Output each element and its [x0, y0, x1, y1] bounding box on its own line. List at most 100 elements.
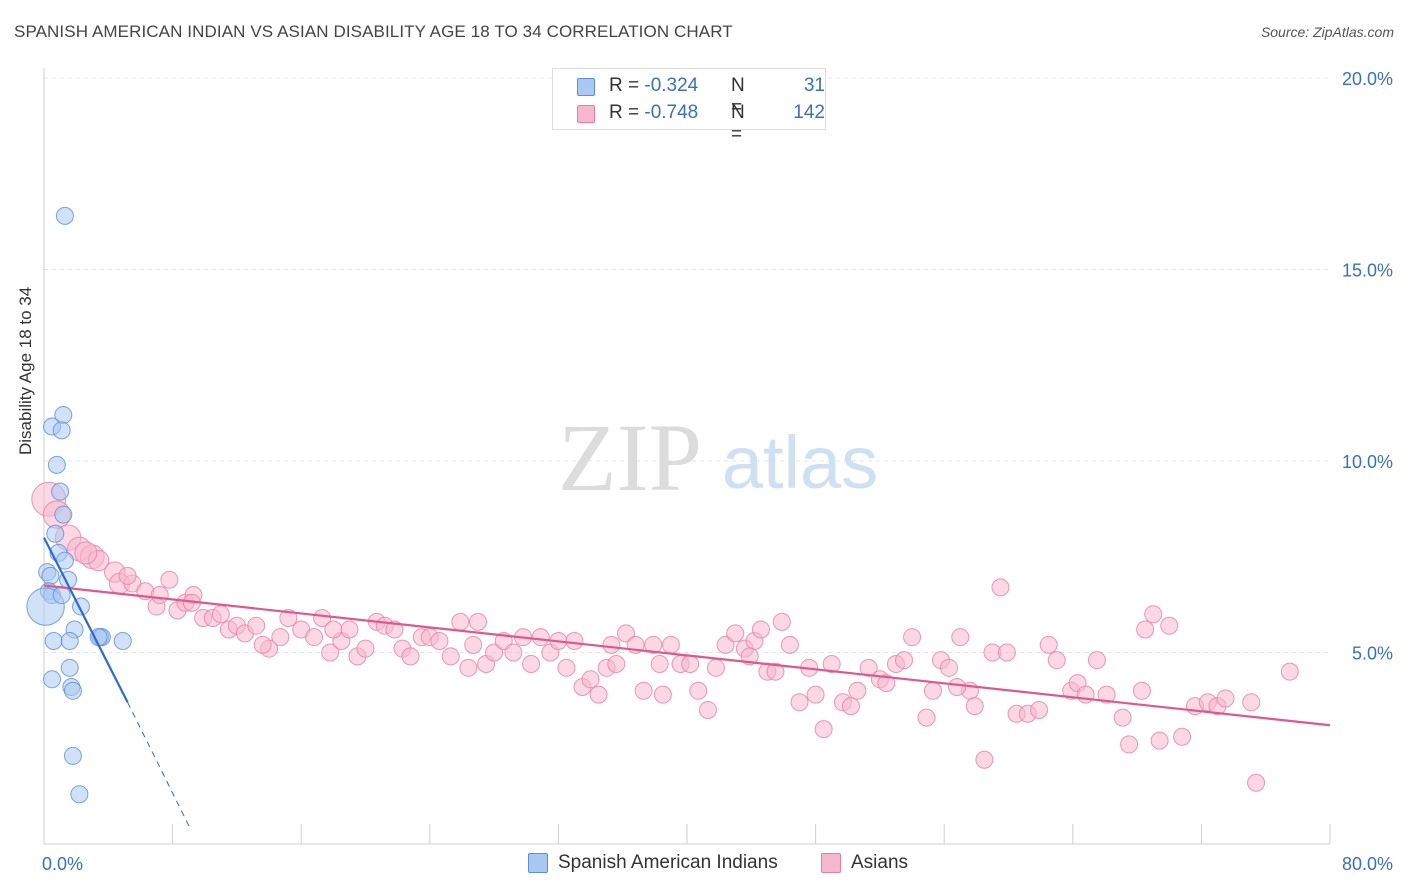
r-label: R =: [609, 75, 645, 96]
asian-point: [469, 612, 488, 631]
asian-point: [305, 628, 324, 647]
asian-point: [1039, 635, 1058, 654]
spanish-american-indian-point: [55, 206, 74, 225]
asian-point: [321, 643, 340, 662]
asian-point: [340, 620, 359, 639]
asian-point: [313, 609, 332, 628]
asian-point: [698, 700, 717, 719]
r-label: R =: [609, 102, 645, 123]
asian-point: [581, 670, 600, 689]
asian-point: [1173, 727, 1192, 746]
watermark-zip: ZIP: [558, 404, 702, 511]
asian-point: [1160, 616, 1179, 635]
asian-point: [74, 541, 98, 565]
asian-point: [726, 624, 745, 643]
asian-point: [903, 628, 922, 647]
asian-point: [740, 647, 759, 666]
asian-point: [806, 685, 825, 704]
asian-point: [441, 647, 460, 666]
asian-point: [1047, 651, 1066, 670]
asian-point: [634, 681, 653, 700]
watermark: ZIP atlas: [558, 404, 878, 511]
asian-point: [859, 658, 878, 677]
asian-point: [1132, 681, 1151, 700]
y-axis-title: Disability Age 18 to 34: [16, 286, 35, 455]
axes: [43, 68, 1331, 845]
spanish-american-indian-point: [44, 632, 63, 651]
asian-point: [991, 578, 1010, 597]
asian-point: [951, 628, 970, 647]
asian-point: [814, 720, 833, 739]
series-asians: [31, 481, 1299, 792]
asian-point: [877, 674, 896, 693]
legend-swatch-blue: [577, 78, 595, 96]
asian-point: [965, 697, 984, 716]
n-label: N =: [731, 75, 745, 118]
legend-swatch-blue: [528, 853, 548, 873]
asian-point: [822, 654, 841, 673]
spanish-american-indian-point: [63, 746, 82, 765]
asian-trend-line: [43, 584, 1331, 727]
asian-point: [772, 612, 791, 631]
asian-point: [401, 647, 420, 666]
y-tick-label: 15.0%: [1342, 261, 1393, 281]
asian-point: [790, 693, 809, 712]
asian-point: [1030, 700, 1049, 719]
asian-point: [485, 643, 504, 662]
asian-point: [1076, 685, 1095, 704]
asian-point: [324, 620, 343, 639]
x-tick-label-max: 80.0%: [1342, 854, 1393, 874]
asian-point: [1150, 731, 1169, 750]
asian-point: [923, 681, 942, 700]
chart-title: SPANISH AMERICAN INDIAN VS ASIAN DISABIL…: [14, 22, 733, 41]
n-value: 142: [793, 102, 825, 123]
asian-point: [895, 651, 914, 670]
spanish-american-indian-trend-extension: [127, 702, 191, 829]
n-label: N =: [731, 102, 745, 145]
spanish-american-indian-point: [60, 658, 79, 677]
asian-point: [650, 654, 669, 673]
asian-point: [464, 635, 483, 654]
asian-point: [716, 635, 735, 654]
asian-point: [1087, 651, 1106, 670]
asian-point: [706, 658, 725, 677]
asian-point: [1113, 708, 1132, 727]
asian-point: [644, 635, 663, 654]
asian-point: [522, 654, 541, 673]
series-spanish-american-indians: [26, 206, 132, 804]
r-value: -0.748: [644, 102, 699, 123]
watermark-atlas: atlas: [722, 421, 878, 504]
asian-point: [780, 635, 799, 654]
spanish-american-indian-point: [46, 524, 65, 543]
trend-lines: [43, 537, 1331, 829]
source-label: Source: ZipAtlas.com: [1260, 24, 1394, 40]
y-tick-label: 5.0%: [1352, 644, 1393, 664]
x-tick-label-min: 0.0%: [42, 854, 83, 874]
asian-point: [356, 639, 375, 658]
asian-point: [997, 643, 1016, 662]
asian-point: [607, 654, 626, 673]
asian-point: [917, 708, 936, 727]
asian-point: [848, 681, 867, 700]
asian-point: [1242, 693, 1261, 712]
legend-label: Spanish American Indians: [558, 852, 778, 873]
asian-point: [766, 662, 785, 681]
spanish-american-indian-trend-line: [43, 537, 129, 703]
asian-point: [557, 658, 576, 677]
asian-point: [451, 612, 470, 631]
asian-point: [1280, 662, 1299, 681]
n-value: 31: [803, 75, 825, 96]
x-tick-labels: 0.0% 80.0%: [42, 854, 1393, 874]
asian-point: [271, 628, 290, 647]
asian-point: [1247, 773, 1266, 792]
spanish-american-indian-point: [63, 681, 82, 700]
asian-point: [1216, 689, 1235, 708]
asian-point: [689, 681, 708, 700]
grid-lines: [44, 77, 1330, 653]
asian-point: [661, 635, 680, 654]
asian-point: [211, 605, 230, 624]
asian-point: [1144, 605, 1163, 624]
spanish-american-indian-point: [70, 785, 89, 804]
asian-point: [150, 586, 169, 605]
asian-point: [1136, 620, 1155, 639]
